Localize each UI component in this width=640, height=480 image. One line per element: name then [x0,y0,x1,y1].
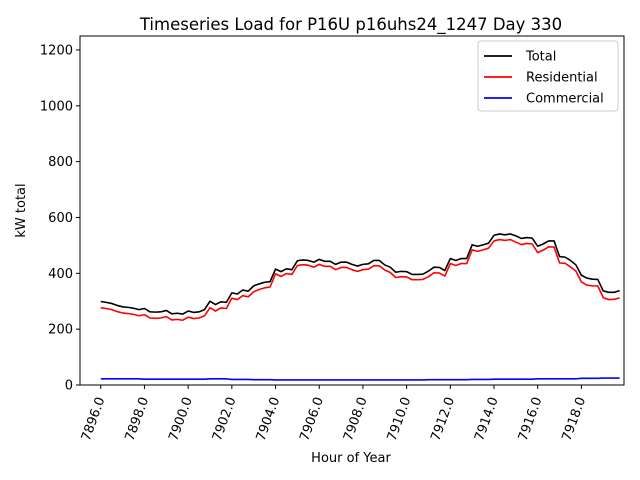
y-tick-label: 200 [48,323,73,338]
x-tick-label: 7906.0 [297,395,327,443]
series-layer [100,233,620,381]
series-line-commercial [100,377,620,381]
y-tick-label: 400 [48,267,73,282]
x-tick-label: 7916.0 [516,395,546,443]
x-tick-label: 7900.0 [166,395,196,443]
y-tick-label: 1000 [40,99,73,114]
legend-label-total: Total [525,50,556,65]
x-tick-label: 7904.0 [254,395,284,443]
plot-frame [79,35,625,386]
x-tick-label: 7912.0 [428,395,458,443]
series-line-residential [100,238,620,322]
legend: Total Residential Commercial [477,40,619,112]
legend-label-commercial: Commercial [526,92,604,107]
chart-title: Timeseries Load for P16U p16uhs24_1247 D… [139,15,562,35]
legend-box [477,40,619,112]
y-tick-label: 1200 [40,43,73,58]
y-tick-label: 600 [48,211,73,226]
x-tick-label: 7908.0 [341,395,371,443]
y-tick-label: 800 [48,155,73,170]
x-tick-label: 7902.0 [210,395,240,443]
x-axis-label: Hour of Year [311,451,391,466]
y-axis-label: kW total [14,183,29,237]
x-axis: 7896.0 7898.0 7900.0 7902.0 7904.0 7906.0 7908… [79,385,589,443]
y-axis: 0 200 400 600 800 1000 1200 [40,43,80,394]
x-tick-label: 7910.0 [385,395,415,443]
legend-label-residential: Residential [526,71,598,86]
x-tick-label: 7918.0 [559,395,589,443]
x-tick-label: 7914.0 [472,395,502,443]
series-line-total [100,233,620,315]
y-tick-label: 0 [65,379,73,394]
x-tick-label: 7898.0 [123,395,153,443]
x-tick-label: 7896.0 [79,395,109,443]
